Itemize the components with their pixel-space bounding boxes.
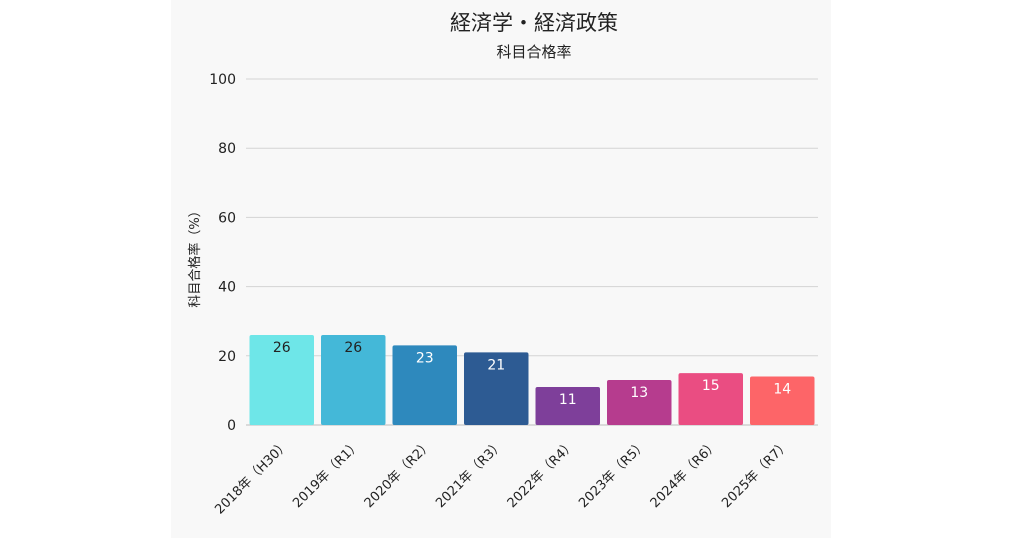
x-tick-label: 2022年（R4） xyxy=(505,437,579,511)
x-tick-label: 2019年（R1） xyxy=(290,437,364,511)
y-axis-label: 科目合格率（%） xyxy=(187,204,203,307)
bar-data-label: 23 xyxy=(416,350,434,366)
y-tick-label: 0 xyxy=(227,418,236,434)
chart-title: 経済学・経済政策 xyxy=(450,11,618,35)
y-axis: 0 20 40 60 80 100 xyxy=(209,72,236,434)
x-tick-label: 2025年（R7） xyxy=(719,437,793,511)
x-tick-label: 2024年（R6） xyxy=(648,437,722,511)
bars: 26 26 23 21 11 13 15 14 xyxy=(249,335,815,425)
x-tick-label: 2021年（R3） xyxy=(433,437,507,511)
x-axis: 2018年（H30）2019年（R1）2020年（R2）2021年（R3）202… xyxy=(212,437,793,517)
bar-data-label: 14 xyxy=(773,382,791,398)
x-tick-label: 2018年（H30） xyxy=(212,437,292,517)
x-tick-label: 2020年（R2） xyxy=(362,437,436,511)
bar-data-label: 21 xyxy=(487,357,505,373)
bar-data-label: 13 xyxy=(630,385,648,401)
y-tick-label: 80 xyxy=(218,141,236,157)
y-tick-label: 20 xyxy=(218,349,236,365)
bar-data-label: 11 xyxy=(559,392,577,408)
bar xyxy=(750,376,815,425)
bar xyxy=(678,373,743,425)
bar xyxy=(535,386,600,425)
bar xyxy=(607,380,672,425)
chart-subtitle: 科目合格率 xyxy=(496,43,571,61)
chart-panel xyxy=(171,0,831,538)
bar-data-label: 26 xyxy=(273,340,291,356)
bar-data-label: 26 xyxy=(344,340,362,356)
bar xyxy=(392,345,457,425)
bar xyxy=(321,335,386,425)
y-tick-label: 60 xyxy=(218,210,236,226)
bar xyxy=(249,335,314,425)
y-tick-label: 100 xyxy=(209,72,236,88)
bar xyxy=(464,352,529,425)
x-tick-label: 2023年（R5） xyxy=(576,437,650,511)
bar-data-label: 15 xyxy=(702,378,720,394)
y-tick-label: 40 xyxy=(218,280,236,296)
